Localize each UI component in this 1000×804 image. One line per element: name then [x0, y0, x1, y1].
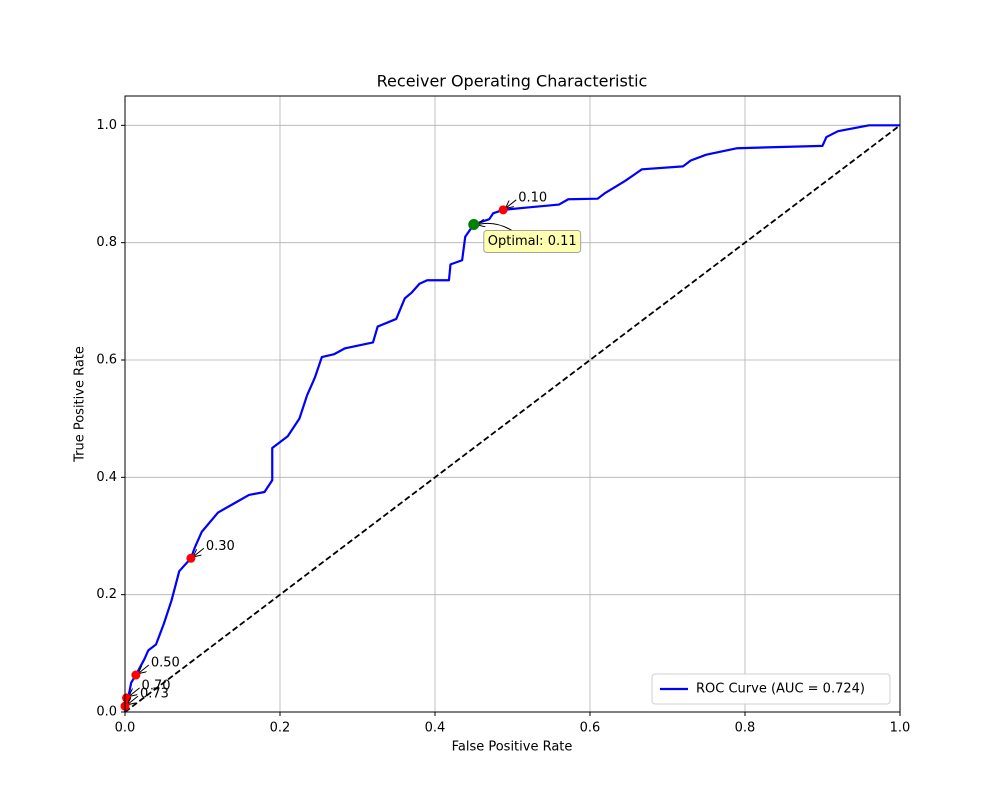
- x-tick-label: 0.2: [270, 721, 291, 736]
- y-tick-label: 1.0: [96, 118, 117, 133]
- plot-frame: [124, 95, 901, 713]
- annotation-arrow: [194, 547, 205, 556]
- optimal-arrow: [478, 223, 513, 231]
- annotation-arrow: [506, 199, 517, 208]
- optimal-point: [468, 218, 480, 230]
- threshold-point: [498, 205, 508, 215]
- y-tick-label: 0.0: [96, 705, 117, 720]
- optimal-label-box: [483, 229, 582, 253]
- x-tick-label: 0.4: [425, 721, 446, 736]
- annotation-arrow: [130, 687, 140, 696]
- legend-box: [651, 673, 891, 705]
- x-tick-label: 0.8: [735, 721, 756, 736]
- optimal-label: Optimal: 0.11: [488, 234, 577, 249]
- y-tick-label: 0.6: [96, 353, 117, 368]
- y-axis-label: True Positive Rate: [73, 346, 88, 463]
- threshold-label: 0.70: [142, 678, 171, 693]
- y-tick-label: 0.2: [96, 587, 117, 602]
- threshold-label: 0.10: [518, 190, 547, 205]
- roc-curve: [123, 124, 900, 713]
- threshold-label: 0.73: [140, 687, 169, 702]
- threshold-point: [122, 693, 132, 703]
- y-tick-label: 0.4: [96, 470, 117, 485]
- threshold-label: 0.50: [151, 656, 180, 671]
- legend-label: ROC Curve (AUC = 0.724): [696, 682, 865, 697]
- chart-title: Receiver Operating Characteristic: [377, 72, 648, 91]
- threshold-point: [131, 670, 141, 680]
- x-axis-label: False Positive Rate: [452, 740, 573, 755]
- y-tick-label: 0.8: [96, 235, 117, 250]
- x-tick-label: 0.6: [580, 721, 601, 736]
- x-tick-label: 0.0: [115, 721, 136, 736]
- threshold-label: 0.30: [206, 539, 235, 554]
- reference-line: [124, 124, 901, 713]
- annotation-arrow: [139, 664, 150, 673]
- annotation-arrow: [128, 695, 139, 704]
- x-tick-label: 1.0: [890, 721, 911, 736]
- threshold-point: [186, 553, 196, 563]
